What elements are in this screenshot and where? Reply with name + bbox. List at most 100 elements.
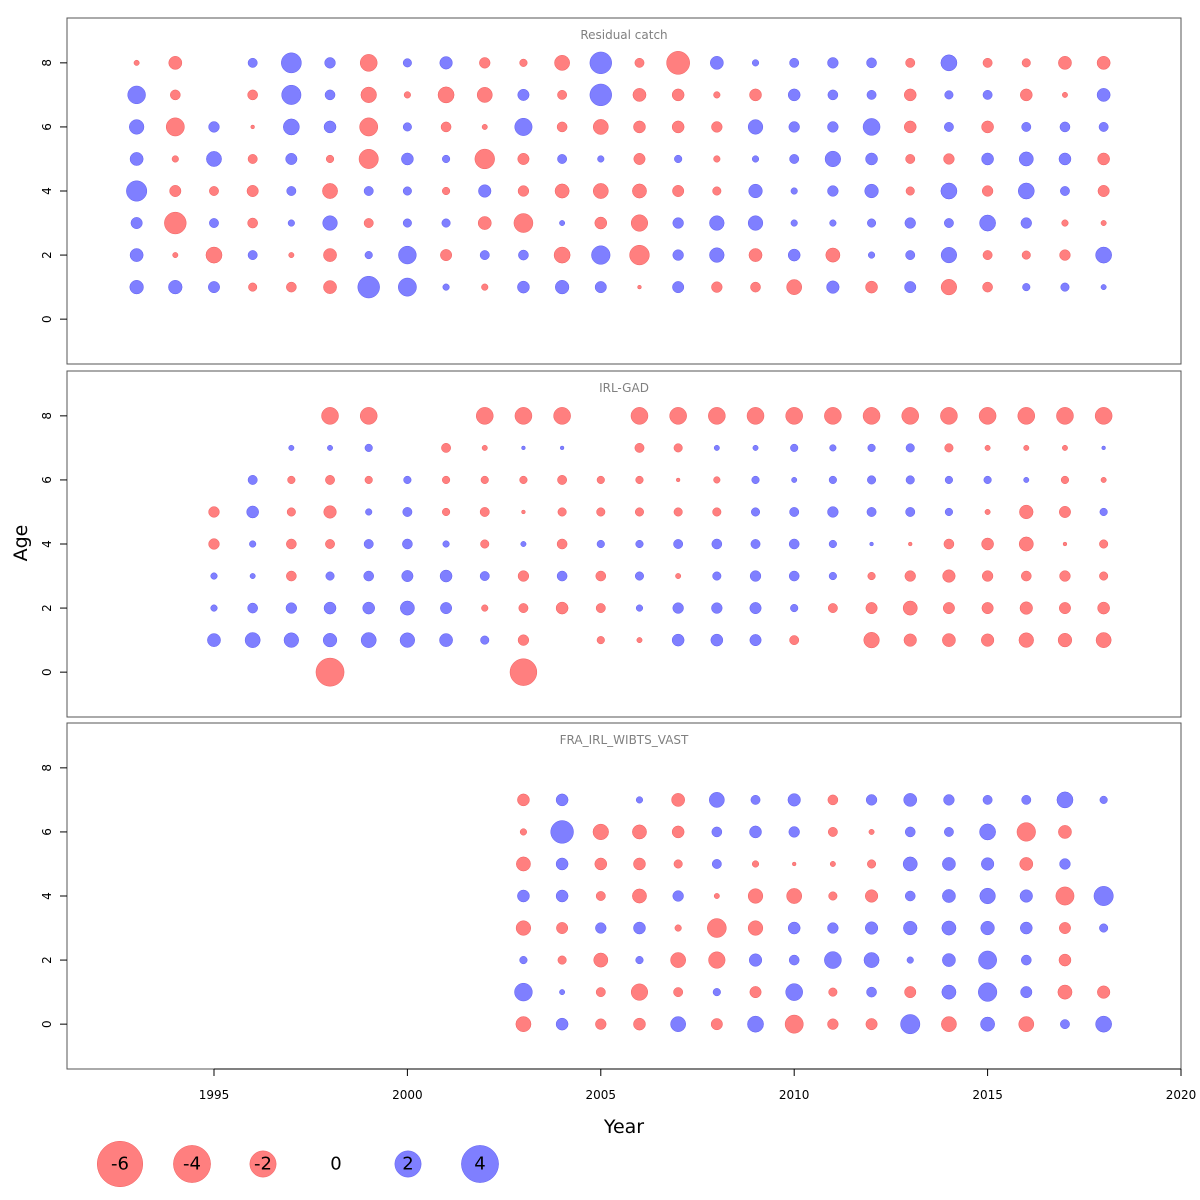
residual-bubble <box>517 889 530 903</box>
residual-bubble <box>789 154 800 164</box>
residual-bubble <box>751 155 760 163</box>
residual-bubble <box>632 824 647 840</box>
residual-bubble <box>591 245 611 265</box>
residual-bubble <box>1058 825 1072 839</box>
x-tick-label: 2020 <box>1166 1088 1197 1102</box>
residual-bubble <box>398 277 417 297</box>
chart-panels: Residual catch02468IRL-GAD02468FRA_IRL_W… <box>40 17 1182 1070</box>
residual-bubble <box>828 539 837 549</box>
residual-bubble <box>712 571 722 581</box>
residual-bubble <box>479 507 490 517</box>
residual-bubble <box>979 887 996 905</box>
residual-bubble <box>440 249 453 262</box>
residual-bubble <box>629 244 650 266</box>
residual-bubble <box>943 153 955 165</box>
legend-label: -4 <box>183 1154 201 1175</box>
residual-bubble <box>479 250 490 260</box>
residual-bubble <box>792 861 797 867</box>
residual-bubble <box>901 407 919 425</box>
residual-bubble <box>1062 91 1068 98</box>
residual-bubble <box>1021 954 1032 966</box>
residual-bubble <box>862 407 881 425</box>
residual-bubble <box>127 85 146 105</box>
residual-bubble <box>632 88 647 102</box>
residual-bubble <box>478 184 492 198</box>
residual-bubble <box>1097 985 1111 999</box>
residual-bubble <box>672 249 684 261</box>
residual-bubble <box>1099 507 1108 517</box>
residual-bubble <box>476 87 493 103</box>
residual-bubble <box>788 538 800 550</box>
residual-bubble <box>1016 822 1036 842</box>
panel-frame <box>66 722 1182 1070</box>
residual-bubble <box>402 186 412 196</box>
residual-bubble <box>827 794 839 806</box>
residual-bubble <box>553 407 571 425</box>
residual-bubble <box>669 407 687 425</box>
residual-bubble <box>322 215 338 231</box>
residual-bubble <box>981 857 995 871</box>
residual-bubble <box>315 657 345 687</box>
residual-bubble <box>865 889 879 903</box>
residual-bubble <box>944 475 953 484</box>
residual-bubble <box>712 507 722 517</box>
residual-bubble <box>550 820 574 844</box>
residual-bubble <box>827 922 839 934</box>
residual-bubble <box>786 279 803 295</box>
residual-bubble <box>557 154 568 164</box>
residual-bubble <box>441 218 451 228</box>
residual-bubble <box>244 632 261 648</box>
residual-bubble <box>514 117 533 136</box>
residual-bubble <box>287 475 296 484</box>
residual-bubble <box>673 443 683 453</box>
residual-bubble <box>865 921 879 935</box>
residual-bubble <box>129 280 144 295</box>
residual-bubble <box>981 570 994 582</box>
residual-bubble <box>321 407 339 425</box>
residual-bubble <box>828 475 837 484</box>
residual-bubble <box>1057 984 1073 1000</box>
residual-bubble <box>1095 632 1112 648</box>
residual-bubble <box>982 281 993 293</box>
residual-bubble <box>592 823 609 840</box>
residual-bubble <box>515 920 532 936</box>
residual-bubble <box>635 475 644 484</box>
residual-bubble <box>671 825 685 839</box>
residual-bubble <box>442 507 451 517</box>
residual-bubble <box>752 444 759 451</box>
residual-bubble <box>674 924 682 932</box>
residual-bubble <box>1018 632 1034 648</box>
residual-bubble <box>713 155 721 163</box>
residual-bubble <box>288 252 295 259</box>
residual-bubble <box>126 180 148 202</box>
panel-frame <box>66 370 1182 718</box>
residual-bubble <box>632 183 647 199</box>
residual-bubble <box>865 602 878 615</box>
residual-bubble <box>900 1014 921 1035</box>
residual-bubble <box>711 538 723 550</box>
residual-bubble <box>671 88 685 102</box>
residual-bubble <box>207 633 221 647</box>
residual-bubble <box>711 826 723 838</box>
residual-bubble <box>824 150 841 168</box>
residual-bubble <box>749 634 762 647</box>
residual-bubble <box>517 634 530 646</box>
residual-bubble <box>862 118 881 136</box>
residual-bubble <box>943 794 955 806</box>
residual-bubble <box>670 1016 686 1032</box>
residual-bubble <box>981 152 994 166</box>
legend-bubble <box>394 1150 422 1178</box>
residual-bubble <box>515 1016 532 1032</box>
residual-bubble <box>1100 476 1107 483</box>
residual-bubble <box>940 279 957 296</box>
residual-bubble <box>363 186 374 196</box>
residual-bubble <box>978 982 998 1002</box>
residual-bubble <box>1093 886 1114 906</box>
residual-bubble <box>323 248 337 262</box>
residual-bubble <box>442 475 451 484</box>
residual-bubble <box>596 507 606 517</box>
residual-bubble <box>635 604 644 612</box>
residual-bubble <box>708 792 725 808</box>
residual-bubble <box>788 121 800 133</box>
